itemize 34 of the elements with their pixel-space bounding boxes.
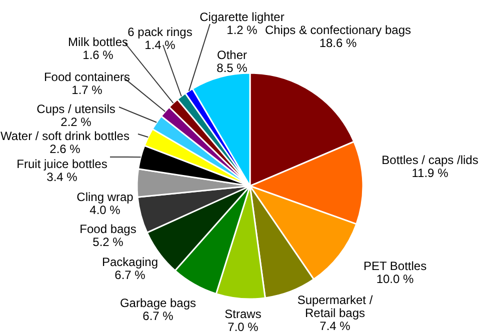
data-label: 6.7 %: [114, 268, 146, 282]
data-label: 2.2 %: [60, 115, 92, 129]
data-label: 1.7 %: [72, 83, 103, 97]
slice-label: Other: [216, 48, 248, 62]
data-label: 1.2 %: [226, 23, 258, 37]
slice-label: Packaging: [102, 255, 158, 269]
slice-label: Cigarette lighter: [200, 10, 284, 24]
slice-label: Cling wrap: [76, 190, 134, 204]
data-label: 10.0 %: [376, 272, 414, 286]
slice-label: Fruit juice bottles: [16, 157, 108, 171]
data-label: 18.6 %: [319, 36, 358, 50]
data-label: 1.6 %: [82, 48, 114, 62]
slice-label: Supermarket / Retail bags: [297, 293, 374, 320]
slice-label: Straws: [224, 307, 262, 321]
data-label: 7.4 %: [320, 319, 351, 333]
slice-label: Milk bottles: [68, 35, 128, 49]
data-label: 1.4 %: [144, 38, 176, 52]
slice-label: Cups / utensils: [36, 102, 116, 116]
slice-label: 6 pack rings: [128, 25, 192, 39]
slice-label: Chips & confectionary bags: [264, 23, 412, 37]
data-label: 2.6 %: [50, 142, 81, 156]
data-label: 8.5 %: [216, 61, 248, 75]
data-label: 5.2 %: [92, 235, 124, 249]
data-label: 6.7 %: [142, 309, 174, 323]
data-label: 11.9 %: [412, 166, 449, 180]
slice-label: Garbage bags: [120, 296, 196, 310]
slice-label: Water / soft drink bottles: [0, 129, 130, 143]
data-label: 3.4 %: [46, 170, 78, 184]
slice-label: Food containers: [44, 70, 130, 84]
slice-label: PET Bottles: [363, 259, 427, 273]
data-label: 4.0 %: [90, 203, 121, 217]
data-label: 7.0 %: [228, 320, 259, 334]
slice-label: Food bags: [80, 222, 136, 236]
slice-label: Bottles / caps /lids: [382, 153, 478, 167]
